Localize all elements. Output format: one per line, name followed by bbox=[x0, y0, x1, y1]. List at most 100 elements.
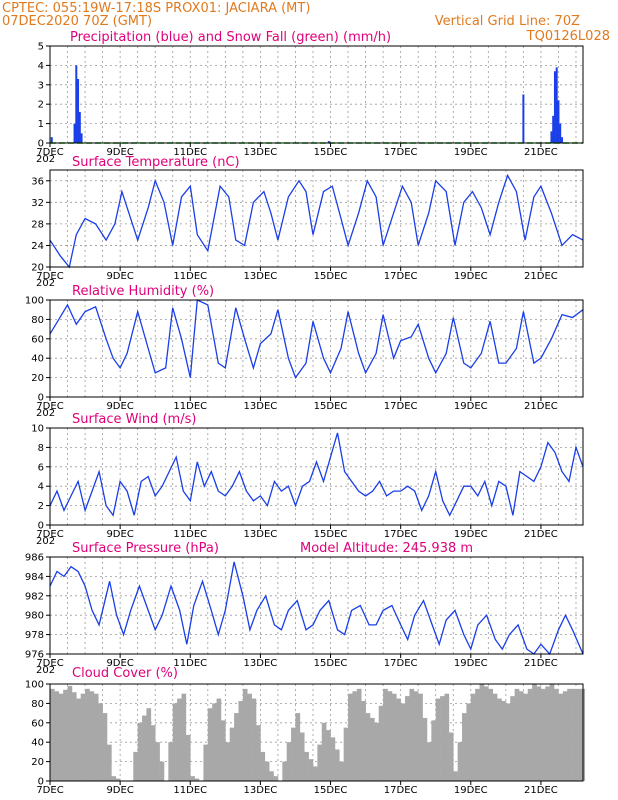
cloud-cover-bar bbox=[558, 693, 564, 781]
y-tick-label: 1 bbox=[38, 119, 44, 130]
cloud-cover-bar bbox=[422, 717, 428, 781]
y-tick-label: 36 bbox=[31, 176, 44, 187]
cloud-cover-bar bbox=[457, 742, 463, 781]
cloud-cover-bar bbox=[431, 720, 437, 781]
panel-surface-temperature-nc: 20 24 28 32 36 7DEC 9DEC 11DEC 13DEC 15DEC 17DEC 19… bbox=[31, 155, 584, 289]
cloud-cover-bar bbox=[352, 691, 358, 781]
cloud-cover-bar bbox=[295, 713, 301, 781]
precip-bar bbox=[78, 111, 81, 143]
y-tick-label: 0 bbox=[38, 777, 44, 788]
header-vertical-grid: Vertical Grid Line: 70Z bbox=[435, 14, 580, 29]
cloud-cover-bar bbox=[181, 693, 187, 781]
cloud-cover-bar bbox=[462, 713, 467, 781]
panel-title: Surface Pressure (hPa) bbox=[72, 541, 219, 556]
x-tick-label: 11DEC bbox=[173, 401, 207, 412]
y-tick-label: 984 bbox=[25, 572, 44, 583]
x-tick-label: 11DEC bbox=[173, 147, 207, 158]
cloud-cover-bar bbox=[256, 725, 261, 781]
panel-title: Cloud Cover (%) bbox=[72, 666, 178, 681]
cloud-cover-bar bbox=[514, 688, 520, 781]
cloud-cover-bar bbox=[177, 698, 182, 781]
cloud-cover-bar bbox=[264, 761, 270, 781]
cloud-cover-bar bbox=[142, 715, 147, 781]
cloud-cover-bar bbox=[93, 693, 99, 781]
panel-title: Relative Humidity (%) bbox=[72, 284, 214, 299]
cloud-cover-bar bbox=[497, 698, 502, 781]
x-tick-label: 15DEC bbox=[314, 271, 348, 282]
x-tick-label: 9DEC bbox=[106, 147, 133, 158]
y-tick-label: 60 bbox=[31, 718, 44, 729]
plot-frame bbox=[49, 556, 584, 655]
cloud-cover-bar bbox=[321, 722, 327, 781]
x-tick-label: 7DEC bbox=[36, 529, 63, 540]
y-tick-label: 0 bbox=[38, 139, 44, 150]
x-tick-label: 13DEC bbox=[244, 401, 278, 412]
x-tick-label: 13DEC bbox=[244, 785, 278, 796]
panel-precipitation-blue-and-snow-fall-green-mm-h: 0 1 2 3 4 5 7DEC 9DEC 11DEC 13DEC 15DEC 17DEC 19DEC 2… bbox=[36, 30, 584, 165]
cloud-cover-bar bbox=[339, 761, 344, 781]
cloud-cover-bar bbox=[334, 749, 340, 781]
header-station: CPTEC: 055:19W-17:18S PROX01: JACIARA (M… bbox=[2, 1, 310, 16]
cloud-cover-bar bbox=[58, 693, 64, 781]
x-tick-label: 15DEC bbox=[314, 147, 348, 158]
cloud-cover-bar bbox=[378, 705, 384, 781]
x-tick-label: 9DEC bbox=[106, 401, 133, 412]
cloud-cover-bar bbox=[488, 688, 494, 781]
x-tick-label: 21DEC bbox=[524, 147, 558, 158]
panel-surface-pressure-hpa: 976 978 980 982 984 986 7DEC 9DEC 11DEC 13DEC 15DE… bbox=[25, 541, 584, 676]
cloud-cover-bar bbox=[273, 776, 279, 781]
x-tick-label: 9DEC bbox=[106, 785, 133, 796]
y-tick-label: 978 bbox=[25, 630, 44, 641]
x-tick-label: 13DEC bbox=[244, 529, 278, 540]
x-tick-label: 17DEC bbox=[384, 529, 418, 540]
precip-bar bbox=[555, 67, 558, 143]
x-year-stub: 202 bbox=[36, 278, 55, 289]
precip-bar bbox=[550, 131, 553, 143]
panel-title: Precipitation (blue) and Snow Fall (gree… bbox=[70, 30, 391, 45]
cloud-cover-bar bbox=[387, 691, 393, 781]
x-tick-label: 7DEC bbox=[36, 658, 63, 669]
plot-frame bbox=[49, 45, 584, 144]
y-tick-label: 20 bbox=[31, 373, 44, 384]
plot-frame bbox=[49, 299, 584, 398]
x-tick-label: 9DEC bbox=[106, 271, 133, 282]
cloud-cover-bar bbox=[396, 698, 401, 781]
x-tick-label: 19DEC bbox=[454, 271, 488, 282]
cloud-cover-bar bbox=[444, 693, 450, 781]
cloud-cover-bar bbox=[483, 686, 489, 781]
x-tick-label: 21DEC bbox=[524, 658, 558, 669]
cloud-cover-bar bbox=[50, 688, 55, 781]
cloud-cover-bar bbox=[567, 688, 572, 781]
y-tick-label: 80 bbox=[31, 315, 44, 326]
plot-frame bbox=[49, 427, 584, 526]
cloud-cover-bar bbox=[365, 713, 371, 781]
panel-title: Surface Wind (m/s) bbox=[72, 412, 196, 427]
x-tick-label: 15DEC bbox=[314, 529, 348, 540]
y-tick-label: 100 bbox=[25, 296, 44, 307]
precip-bar bbox=[80, 133, 83, 143]
cloud-cover-bar bbox=[348, 693, 353, 781]
y-tick-label: 32 bbox=[31, 198, 44, 209]
y-tick-label: 2 bbox=[38, 100, 44, 111]
panel-relative-humidity: 0 20 40 60 80 100 7DEC 9DEC 11DEC 13DEC 15DEC 17DEC… bbox=[25, 284, 584, 419]
cloud-cover-bar bbox=[391, 693, 397, 781]
cloud-cover-bar bbox=[80, 693, 86, 781]
x-tick-label: 13DEC bbox=[244, 658, 278, 669]
cloud-cover-bar bbox=[470, 693, 476, 781]
x-tick-label: 21DEC bbox=[524, 401, 558, 412]
x-tick-label: 17DEC bbox=[384, 147, 418, 158]
plot-frame bbox=[49, 683, 584, 782]
x-tick-label: 19DEC bbox=[454, 785, 488, 796]
cloud-cover-bar bbox=[85, 688, 90, 781]
x-year-stub: 202 bbox=[36, 408, 55, 419]
precip-bar bbox=[557, 100, 560, 143]
y-tick-label: 80 bbox=[31, 699, 44, 710]
cloud-cover-bar bbox=[54, 691, 60, 781]
x-tick-label: 17DEC bbox=[384, 401, 418, 412]
cloud-cover-bar bbox=[540, 688, 546, 781]
cloud-cover-bar bbox=[475, 688, 480, 781]
cloud-cover-bar bbox=[203, 744, 209, 781]
x-tick-label: 17DEC bbox=[384, 271, 418, 282]
cloud-cover-bar bbox=[282, 761, 287, 781]
